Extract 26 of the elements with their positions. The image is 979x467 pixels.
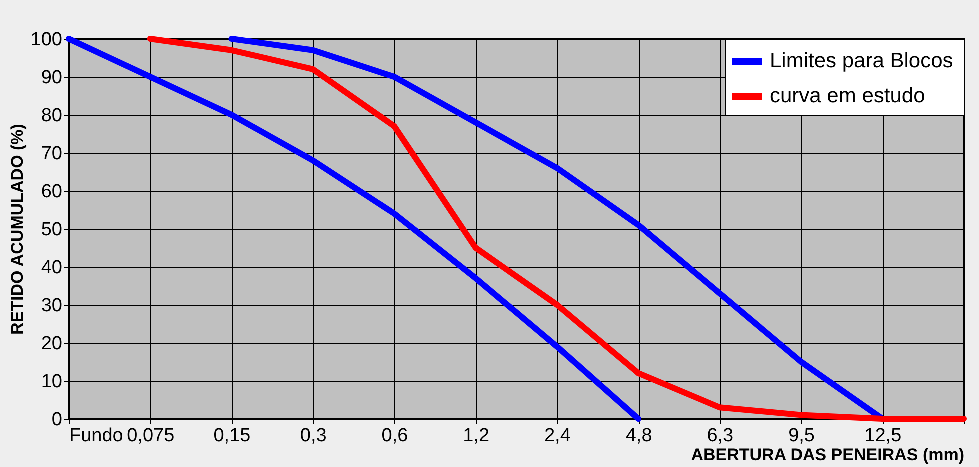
x-tick-label: Fundo <box>70 426 124 446</box>
y-tick-label: 20 <box>41 334 62 354</box>
x-tick-label: 4,8 <box>626 426 652 446</box>
y-tick-label: 10 <box>41 372 62 392</box>
y-tick-label: 50 <box>41 220 62 240</box>
x-tick-label: 0,6 <box>382 426 408 446</box>
y-tick-label: 90 <box>41 68 62 88</box>
y-axis-title: RETIDO ACUMULADO (%) <box>8 124 27 335</box>
x-axis-title: ABERTURA DAS PENEIRAS (mm) <box>691 446 964 464</box>
x-tick-label: 12,5 <box>864 426 902 446</box>
x-tick-label: 0,15 <box>214 426 251 446</box>
y-tick-label: 40 <box>41 258 62 278</box>
x-tick-label: 9,5 <box>788 426 815 446</box>
x-tick-label: 2,4 <box>544 426 572 446</box>
y-tick-label: 70 <box>41 144 62 164</box>
legend-label: curva em estudo <box>770 84 926 108</box>
y-tick-label: 100 <box>30 30 62 50</box>
y-tick-label: 80 <box>41 106 62 126</box>
y-tick-label: 30 <box>41 296 62 316</box>
legend-label: Limites para Blocos <box>770 50 954 72</box>
y-tick-label: 60 <box>41 182 62 202</box>
x-tick-label: 6,3 <box>707 426 734 446</box>
x-tick-label: 1,2 <box>463 426 490 446</box>
y-tick-label: 0 <box>52 410 62 430</box>
x-tick-label: 0,3 <box>300 426 327 446</box>
x-tick-label: 0,075 <box>127 426 175 446</box>
